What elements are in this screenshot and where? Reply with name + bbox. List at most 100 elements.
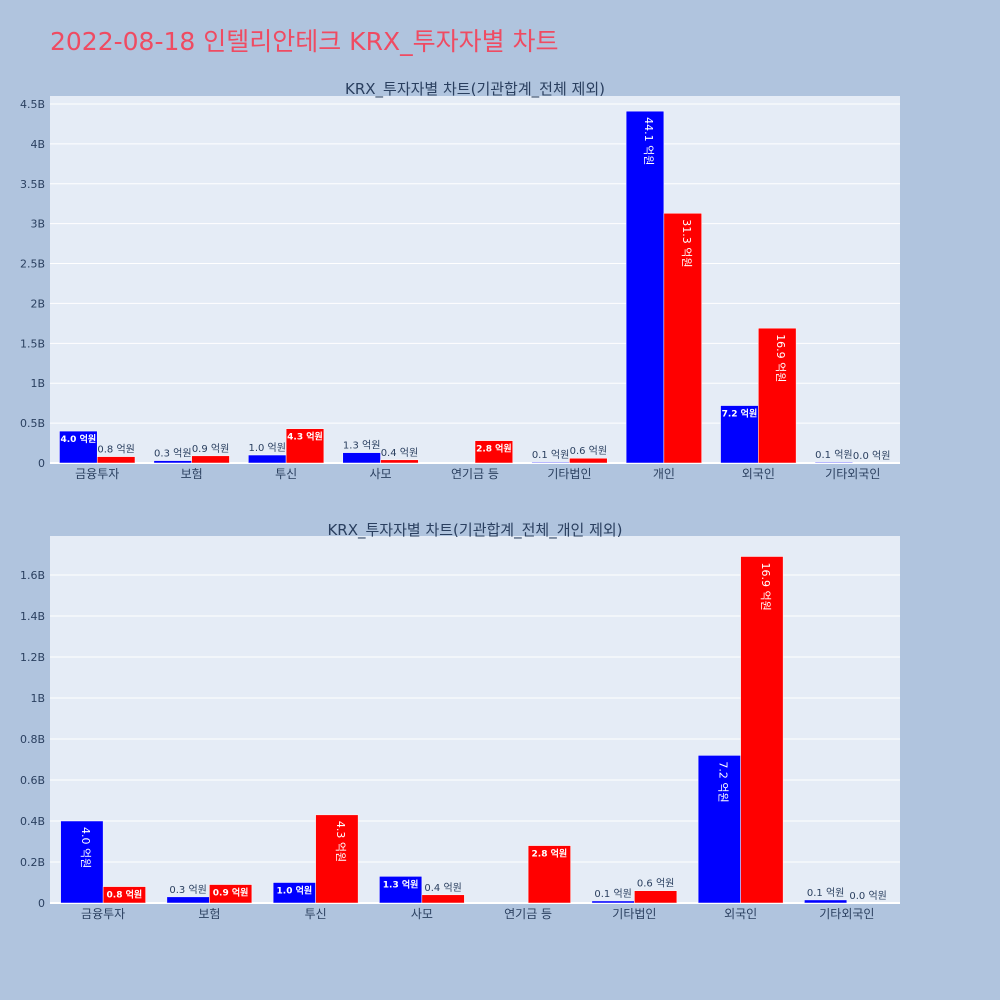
- buy-bar: [591, 900, 635, 904]
- y-tick-label: 1.5B: [20, 337, 45, 350]
- x-tick-label: 투신: [305, 907, 327, 921]
- chart-panel-1: KRX_투자자별 차트(기관합계_전체 제외) 0 0.5B 1B 1.5B 2B 2.5B…: [20, 80, 900, 481]
- buy-bar: [720, 405, 759, 464]
- y-tick-label: 1B: [30, 377, 45, 390]
- sell-bar: [634, 890, 678, 904]
- x-tick-label: 외국인: [724, 907, 757, 921]
- bar-value-label: 0.6 억원: [637, 878, 674, 890]
- bar-value-label: 1.0 억원: [277, 884, 313, 896]
- sell-bar: [380, 459, 419, 464]
- y-tick-label: 2B: [30, 297, 45, 310]
- buy-bar: [814, 461, 854, 464]
- y-tick-label: 0.4B: [20, 815, 45, 828]
- x-tick-label: 사모: [370, 467, 392, 481]
- buy-bar: [60, 820, 104, 904]
- x-tick-label: 연기금 등: [451, 467, 499, 481]
- buy-bar: [342, 452, 381, 464]
- y-tick-label: 0: [38, 457, 45, 470]
- bar-value-label: 4.0 억원: [79, 827, 92, 868]
- buy-bar: [531, 461, 570, 464]
- sell-bar: [191, 455, 230, 464]
- x-tick-label: 개인: [653, 467, 675, 481]
- x-tick-label: 기타외국인: [819, 907, 874, 921]
- x-tick-label: 기타법인: [612, 907, 656, 921]
- y-tick-label: 3.5B: [20, 178, 45, 191]
- y-tick-label: 2.5B: [20, 258, 45, 271]
- y-tick-label: 0.6B: [20, 774, 45, 787]
- bar-value-label: 2.8 억원: [476, 443, 512, 455]
- chart-title: KRX_투자자별 차트(기관합계_전체_개인 제외): [327, 521, 622, 540]
- bar-value-label: 0.1 억원: [594, 888, 631, 900]
- sell-bar: [96, 456, 136, 464]
- sell-bar: [102, 886, 146, 904]
- y-tick-label: 1.6B: [20, 569, 45, 582]
- sell-bar: [209, 884, 253, 904]
- sell-bar: [527, 845, 571, 904]
- buy-bar: [153, 460, 192, 464]
- bar-value-label: 0.1 억원: [532, 449, 569, 461]
- chart-title: KRX_투자자별 차트(기관합계_전체 제외): [345, 80, 605, 99]
- buy-bar: [379, 876, 423, 904]
- x-tick-label: 외국인: [742, 467, 775, 481]
- bar-value-label: 4.3 억원: [334, 821, 347, 862]
- bar-value-label: 0.4 억원: [381, 447, 418, 459]
- buy-bar: [166, 896, 210, 904]
- y-tick-label: 0.5B: [20, 417, 45, 430]
- bar-value-label: 4.3 억원: [287, 431, 323, 443]
- x-tick-label: 투신: [275, 467, 297, 481]
- page-title: 2022-08-18 인텔리안테크 KRX_투자자별 차트: [50, 27, 559, 56]
- bar-value-label: 2.8 억원: [532, 848, 568, 860]
- y-tick-label: 3B: [30, 218, 45, 231]
- sell-bar: [758, 327, 797, 464]
- bar-value-label: 0.0 억원: [849, 890, 886, 902]
- x-tick-label: 금융투자: [75, 467, 119, 481]
- y-tick-label: 4.5B: [20, 98, 45, 111]
- y-tick-label: 1.2B: [20, 651, 45, 664]
- y-tick-label: 0.8B: [20, 733, 45, 746]
- sell-bar: [285, 428, 325, 464]
- bar-value-label: 4.0 억원: [61, 433, 97, 445]
- sell-bar: [663, 213, 702, 464]
- bar-value-label: 0.3 억원: [154, 448, 191, 460]
- bar-value-label: 31.3 억원: [680, 219, 693, 267]
- x-tick-label: 기타외국인: [825, 467, 880, 481]
- sell-bar: [421, 894, 465, 904]
- bar-value-label: 0.8 억원: [107, 889, 143, 901]
- bar-value-label: 0.1 억원: [807, 887, 844, 899]
- buy-bar: [59, 430, 98, 464]
- sell-bar: [569, 457, 608, 464]
- y-tick-label: 4B: [30, 138, 45, 151]
- y-tick-label: 1B: [30, 692, 45, 705]
- buy-bar: [248, 454, 287, 464]
- bar-value-label: 0.9 억원: [213, 887, 249, 899]
- bar-value-label: 0.3 억원: [169, 884, 206, 896]
- bar-value-label: 0.4 억원: [424, 882, 461, 894]
- x-tick-label: 보험: [181, 467, 203, 481]
- bar-value-label: 0.8 억원: [97, 444, 134, 456]
- sell-bar: [740, 556, 784, 904]
- bar-value-label: 7.2 억원: [716, 761, 729, 802]
- buy-bar: [804, 899, 848, 904]
- bar-value-label: 0.0 억원: [853, 450, 890, 462]
- bar-value-label: 1.3 억원: [383, 878, 419, 890]
- buy-bar: [625, 110, 665, 464]
- bar-value-label: 16.9 억원: [774, 334, 787, 382]
- bar-value-label: 0.6 억원: [570, 445, 607, 457]
- y-tick-label: 1.4B: [20, 610, 45, 623]
- x-tick-label: 연기금 등: [504, 907, 552, 921]
- bar-value-label: 1.0 억원: [248, 442, 285, 454]
- y-tick-label: 0: [38, 897, 45, 910]
- x-tick-label: 사모: [411, 907, 433, 921]
- chart-panel-2: KRX_투자자별 차트(기관합계_전체_개인 제외) 0 0.2B 0.4B 0.6B 0…: [20, 521, 900, 921]
- sell-bar: [474, 440, 514, 464]
- buy-bar: [697, 755, 741, 904]
- bar-value-label: 44.1 억원: [642, 117, 655, 165]
- bar-value-label: 1.3 억원: [343, 440, 380, 452]
- x-tick-label: 보험: [198, 907, 220, 921]
- x-tick-label: 금융투자: [81, 907, 125, 921]
- bar-value-label: 7.2 억원: [722, 408, 758, 420]
- bar-value-label: 16.9 억원: [759, 563, 772, 611]
- sell-bar: [315, 814, 359, 904]
- y-tick-label: 0.2B: [20, 856, 45, 869]
